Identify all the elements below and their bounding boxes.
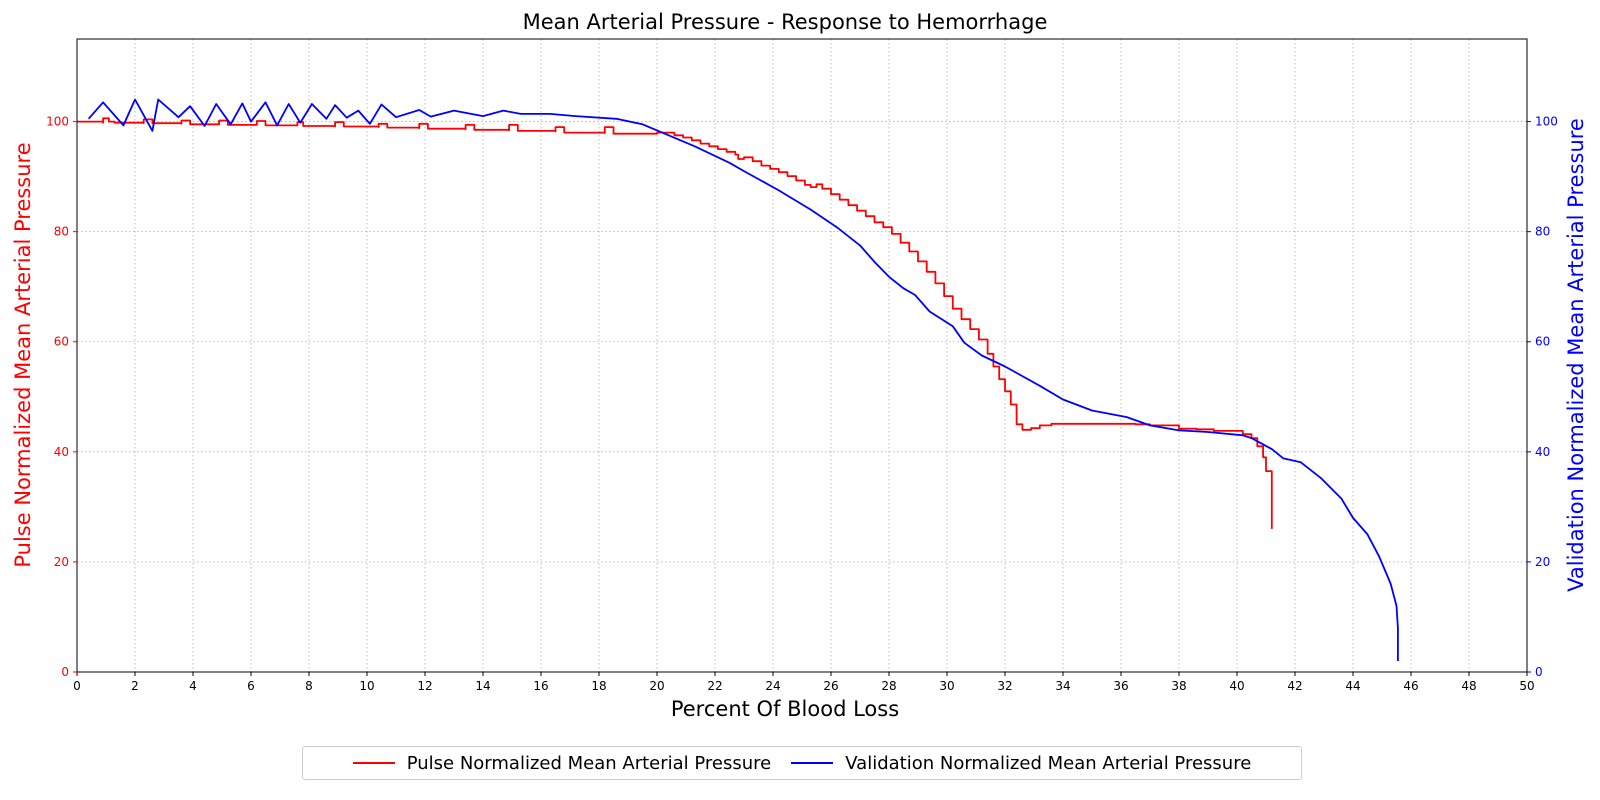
x-tick-label: 6 bbox=[247, 679, 255, 693]
y-left-tick-label: 20 bbox=[54, 555, 69, 569]
y-axis-right-label: Validation Normalized Mean Arterial Pres… bbox=[1564, 118, 1588, 592]
y-right-tick-label: 40 bbox=[1535, 445, 1550, 459]
x-tick-label: 26 bbox=[823, 679, 838, 693]
y-right-tick-label: 60 bbox=[1535, 335, 1550, 349]
x-tick-label: 20 bbox=[649, 679, 664, 693]
y-left-tick-label: 100 bbox=[46, 115, 69, 129]
y-right-tick-label: 0 bbox=[1535, 665, 1543, 679]
y-left-tick-label: 60 bbox=[54, 335, 69, 349]
x-tick-label: 0 bbox=[73, 679, 81, 693]
x-tick-label: 38 bbox=[1171, 679, 1186, 693]
x-tick-label: 44 bbox=[1345, 679, 1360, 693]
grid-layer bbox=[76, 39, 1528, 673]
x-tick-label: 48 bbox=[1461, 679, 1476, 693]
x-tick-label: 36 bbox=[1113, 679, 1128, 693]
x-tick-label: 18 bbox=[591, 679, 606, 693]
series-layer bbox=[77, 98, 1399, 661]
legend-item-validation: Validation Normalized Mean Arterial Pres… bbox=[791, 753, 1251, 774]
y-right-tick-label: 20 bbox=[1535, 555, 1550, 569]
legend-swatch-pulse bbox=[352, 762, 395, 764]
x-axis-label: Percent Of Blood Loss bbox=[671, 697, 899, 721]
x-tick-label: 28 bbox=[881, 679, 896, 693]
x-tick-label: 30 bbox=[939, 679, 954, 693]
y-left-tick-label: 0 bbox=[61, 665, 69, 679]
series-line-validation bbox=[87, 98, 1399, 661]
legend-label-pulse: Pulse Normalized Mean Arterial Pressure bbox=[406, 752, 772, 774]
series-line-pulse bbox=[77, 117, 1273, 529]
legend-label-validation: Validation Normalized Mean Arterial Pres… bbox=[845, 752, 1252, 774]
y-axis-left-ticks: 0 20 40 60 80 100 bbox=[46, 115, 77, 679]
x-tick-label: 2 bbox=[131, 679, 139, 693]
x-tick-label: 10 bbox=[359, 679, 374, 693]
y-left-tick-label: 40 bbox=[54, 445, 69, 459]
y-axis-right-ticks: 0 20 40 60 80 100 bbox=[1527, 115, 1558, 679]
x-tick-label: 50 bbox=[1519, 679, 1534, 693]
x-tick-label: 12 bbox=[417, 679, 432, 693]
x-tick-label: 4 bbox=[189, 679, 197, 693]
legend-item-pulse: Pulse Normalized Mean Arterial Pressure bbox=[352, 752, 772, 774]
x-tick-label: 16 bbox=[533, 679, 548, 693]
x-tick-label: 34 bbox=[1055, 679, 1070, 693]
x-tick-label: 46 bbox=[1403, 679, 1418, 693]
y-left-tick-label: 80 bbox=[54, 225, 69, 239]
x-tick-label: 22 bbox=[707, 679, 722, 693]
y-axis-left-label: Pulse Normalized Mean Arterial Pressure bbox=[11, 142, 35, 567]
x-tick-label: 24 bbox=[765, 679, 780, 693]
plot-frame bbox=[76, 38, 1528, 673]
x-axis-ticks: 0 2 4 6 8 10 12 14 16 18 20 22 24 26 28 30 32 34 36 38 40 42 4… bbox=[73, 672, 1535, 693]
y-right-tick-label: 80 bbox=[1535, 225, 1550, 239]
chart-title: Mean Arterial Pressure - Response to Hem… bbox=[523, 10, 1048, 34]
x-tick-label: 42 bbox=[1287, 679, 1302, 693]
x-tick-label: 32 bbox=[997, 679, 1012, 693]
y-right-tick-label: 100 bbox=[1535, 115, 1558, 129]
legend-swatch-validation bbox=[791, 762, 834, 764]
legend: Pulse Normalized Mean Arterial Pressure … bbox=[302, 746, 1302, 780]
x-tick-label: 40 bbox=[1229, 679, 1244, 693]
x-tick-label: 8 bbox=[305, 679, 313, 693]
x-tick-label: 14 bbox=[475, 679, 490, 693]
